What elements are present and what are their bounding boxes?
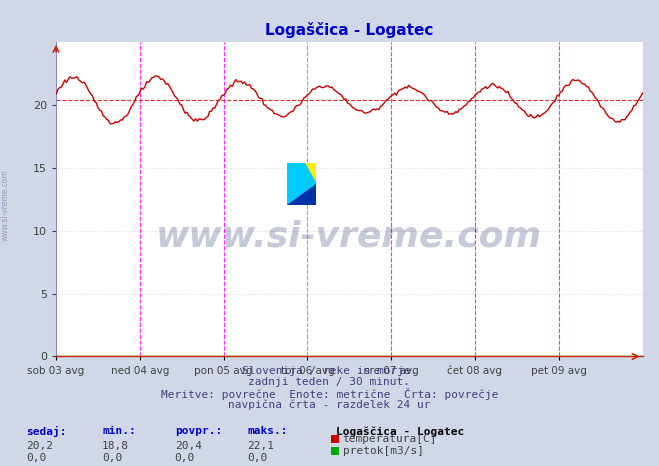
Text: 22,1: 22,1 xyxy=(247,441,274,451)
Text: 0,0: 0,0 xyxy=(247,453,268,463)
Text: 0,0: 0,0 xyxy=(175,453,195,463)
Title: Logaščica - Logatec: Logaščica - Logatec xyxy=(265,22,434,38)
Text: 20,2: 20,2 xyxy=(26,441,53,451)
Text: navpična črta - razdelek 24 ur: navpična črta - razdelek 24 ur xyxy=(228,399,431,410)
Text: 0,0: 0,0 xyxy=(102,453,123,463)
Text: pretok[m3/s]: pretok[m3/s] xyxy=(343,446,424,456)
Text: temperatura[C]: temperatura[C] xyxy=(343,434,437,444)
Text: zadnji teden / 30 minut.: zadnji teden / 30 minut. xyxy=(248,377,411,387)
Text: min.:: min.: xyxy=(102,426,136,436)
Polygon shape xyxy=(287,163,316,205)
Polygon shape xyxy=(287,184,316,205)
Text: povpr.:: povpr.: xyxy=(175,426,222,436)
Text: Meritve: povrečne  Enote: metrične  Črta: povrečje: Meritve: povrečne Enote: metrične Črta: … xyxy=(161,388,498,400)
Polygon shape xyxy=(287,163,304,205)
Text: Logaščica - Logatec: Logaščica - Logatec xyxy=(336,426,465,437)
Text: www.si-vreme.com: www.si-vreme.com xyxy=(1,169,10,241)
Text: www.si-vreme.com: www.si-vreme.com xyxy=(156,220,542,254)
Text: 20,4: 20,4 xyxy=(175,441,202,451)
Text: 18,8: 18,8 xyxy=(102,441,129,451)
Polygon shape xyxy=(287,184,316,205)
Text: maks.:: maks.: xyxy=(247,426,287,436)
Text: Slovenija / reke in morje.: Slovenija / reke in morje. xyxy=(242,366,417,376)
Text: 0,0: 0,0 xyxy=(26,453,47,463)
Text: sedaj:: sedaj: xyxy=(26,426,67,438)
